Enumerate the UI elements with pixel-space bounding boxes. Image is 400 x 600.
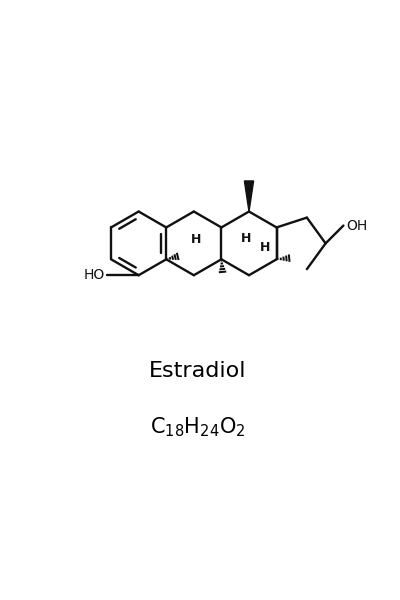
Text: C$_{18}$H$_{24}$O$_2$: C$_{18}$H$_{24}$O$_2$: [150, 416, 246, 439]
Text: OH: OH: [346, 218, 367, 233]
Polygon shape: [244, 181, 254, 212]
Text: H: H: [241, 232, 252, 245]
Text: Estradiol: Estradiol: [149, 361, 246, 381]
Text: H: H: [260, 241, 270, 254]
Text: HO: HO: [83, 268, 104, 282]
Text: H: H: [191, 233, 202, 246]
